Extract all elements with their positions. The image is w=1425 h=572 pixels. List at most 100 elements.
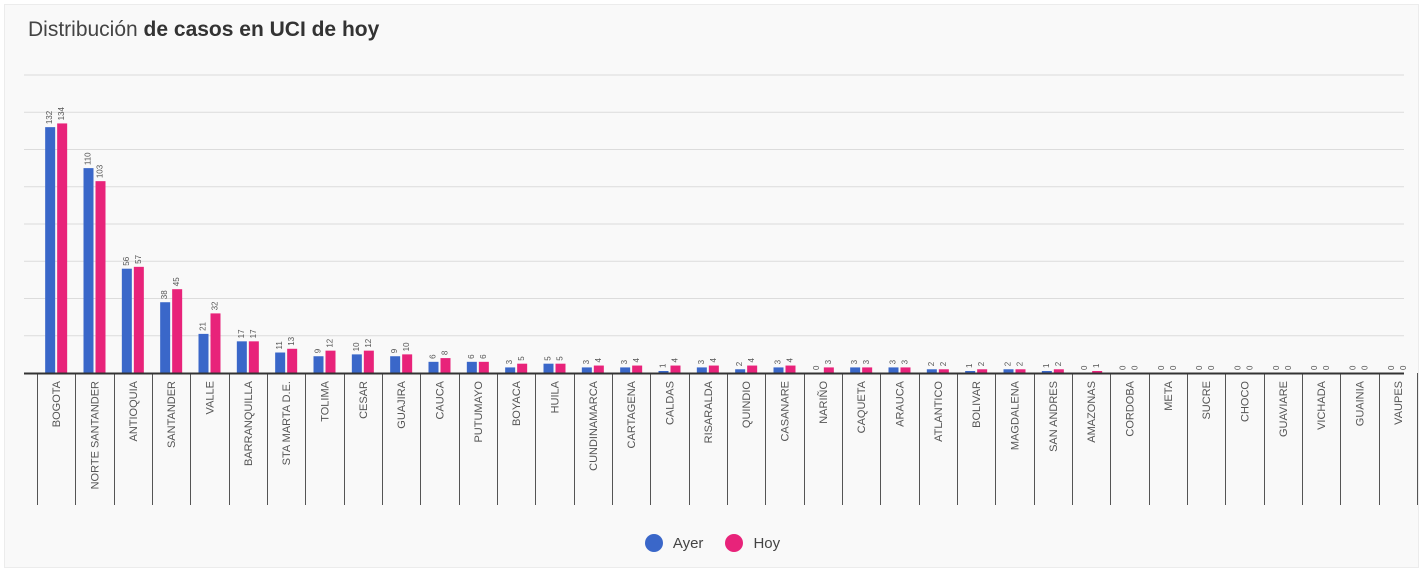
data-label-ayer: 2: [1004, 361, 1013, 366]
category-label: ANTIOQUIA: [128, 380, 140, 441]
category-label: CARTAGENA: [626, 380, 638, 448]
category-label: PUTUMAYO: [473, 381, 485, 443]
bar-hoy: [1053, 369, 1064, 373]
bar-hoy: [287, 348, 298, 373]
data-label-hoy: 5: [556, 356, 565, 361]
data-label-hoy: 2: [977, 361, 986, 366]
legend-label-hoy: Hoy: [753, 534, 781, 552]
data-label-ayer: 0: [1157, 365, 1166, 370]
category-label: NARIÑO: [817, 381, 830, 424]
data-label-ayer: 3: [774, 359, 783, 364]
bar-ayer: [926, 369, 937, 373]
legend-item-hoy[interactable]: Hoy: [725, 534, 780, 552]
legend-item-ayer[interactable]: Ayer: [644, 534, 704, 552]
data-label-hoy: 4: [747, 358, 756, 363]
bar-ayer: [121, 268, 132, 373]
bar-ayer: [620, 367, 631, 373]
data-label-ayer: 0: [1234, 365, 1243, 370]
data-label-hoy: 3: [862, 359, 871, 364]
category-label: META: [1163, 380, 1175, 410]
category-label: ARAUCA: [895, 380, 907, 427]
bar-ayer: [45, 127, 56, 374]
bar-hoy: [1015, 369, 1026, 373]
bar-ayer: [83, 168, 94, 373]
category-label: CORDOBA: [1125, 380, 1137, 436]
bar-ayer: [1003, 369, 1014, 373]
category-label: MAGDALENA: [1010, 380, 1022, 450]
bar-ayer: [1041, 371, 1052, 373]
chart-title-bold: de casos en UCI de hoy: [143, 18, 380, 41]
bar-ayer: [696, 367, 707, 373]
data-label-ayer: 3: [889, 359, 898, 364]
data-label-ayer: 3: [582, 359, 591, 364]
data-label-ayer: 132: [45, 110, 54, 124]
bar-hoy: [210, 313, 221, 373]
data-label-hoy: 12: [364, 338, 373, 347]
bar-hoy: [248, 341, 259, 373]
data-label-ayer: 0: [1119, 365, 1128, 370]
data-label-ayer: 0: [1195, 365, 1204, 370]
category-label: CAQUETA: [856, 380, 868, 433]
data-label-hoy: 10: [402, 342, 411, 351]
chart-title-plain: Distribución: [28, 18, 144, 41]
category-label: VALLE: [205, 381, 217, 414]
bar-hoy: [325, 350, 336, 373]
category-label: STA MARTA D.E.: [281, 381, 293, 465]
data-label-hoy: 0: [1399, 365, 1408, 370]
chart-card: [4, 4, 1419, 568]
bar-hoy: [900, 367, 911, 373]
data-label-ayer: 10: [352, 342, 361, 351]
data-label-ayer: 110: [84, 152, 93, 165]
data-label-hoy: 103: [96, 164, 105, 178]
data-label-hoy: 3: [901, 359, 910, 364]
category-label: QUINDIO: [741, 381, 753, 429]
data-label-ayer: 11: [275, 341, 284, 350]
bar-ayer: [850, 367, 861, 373]
bar-hoy: [440, 358, 451, 373]
bar-hoy: [593, 365, 604, 373]
bar-ayer: [428, 361, 439, 373]
data-label-ayer: 3: [620, 359, 629, 364]
data-label-hoy: 4: [786, 358, 795, 363]
legend-label-ayer: Ayer: [672, 534, 704, 552]
data-label-ayer: 2: [735, 361, 744, 366]
data-label-hoy: 0: [1322, 365, 1331, 370]
bar-hoy: [747, 365, 758, 373]
legend-swatch-ayer: [644, 534, 663, 552]
data-label-ayer: 9: [390, 348, 399, 353]
bar-hoy: [862, 367, 873, 373]
category-label: SANTANDER: [166, 381, 178, 448]
data-label-hoy: 0: [1207, 365, 1216, 370]
data-label-hoy: 17: [249, 329, 258, 338]
category-label: GUAVIARE: [1278, 381, 1290, 437]
data-label-ayer: 3: [697, 359, 706, 364]
bar-hoy: [1092, 371, 1103, 373]
data-label-hoy: 4: [594, 358, 603, 363]
category-label: CESAR: [358, 381, 370, 419]
bar-hoy: [670, 365, 681, 373]
bar-hoy: [172, 289, 183, 373]
bar-hoy: [363, 350, 374, 373]
data-label-hoy: 45: [172, 277, 181, 286]
data-label-ayer: 0: [1310, 365, 1319, 370]
data-label-hoy: 134: [57, 107, 66, 121]
data-label-hoy: 32: [211, 301, 220, 310]
data-label-ayer: 21: [199, 321, 208, 330]
bar-hoy: [977, 369, 988, 373]
data-label-ayer: 3: [505, 359, 514, 364]
data-label-hoy: 8: [441, 350, 450, 355]
legend: Ayer Hoy: [0, 534, 1425, 552]
bar-hoy: [938, 369, 949, 373]
category-label: GUAJIRA: [396, 380, 408, 428]
category-label: CUNDINAMARCA: [588, 380, 600, 471]
category-label: ATLANTICO: [933, 381, 945, 442]
data-label-ayer: 3: [850, 359, 859, 364]
legend-swatch-hoy: [725, 534, 744, 552]
data-label-hoy: 0: [1169, 365, 1178, 370]
category-label: VICHADA: [1316, 380, 1328, 430]
data-label-hoy: 2: [1054, 361, 1063, 366]
bar-ayer: [505, 367, 516, 373]
data-label-hoy: 12: [326, 338, 335, 347]
bar-ayer: [275, 352, 286, 373]
